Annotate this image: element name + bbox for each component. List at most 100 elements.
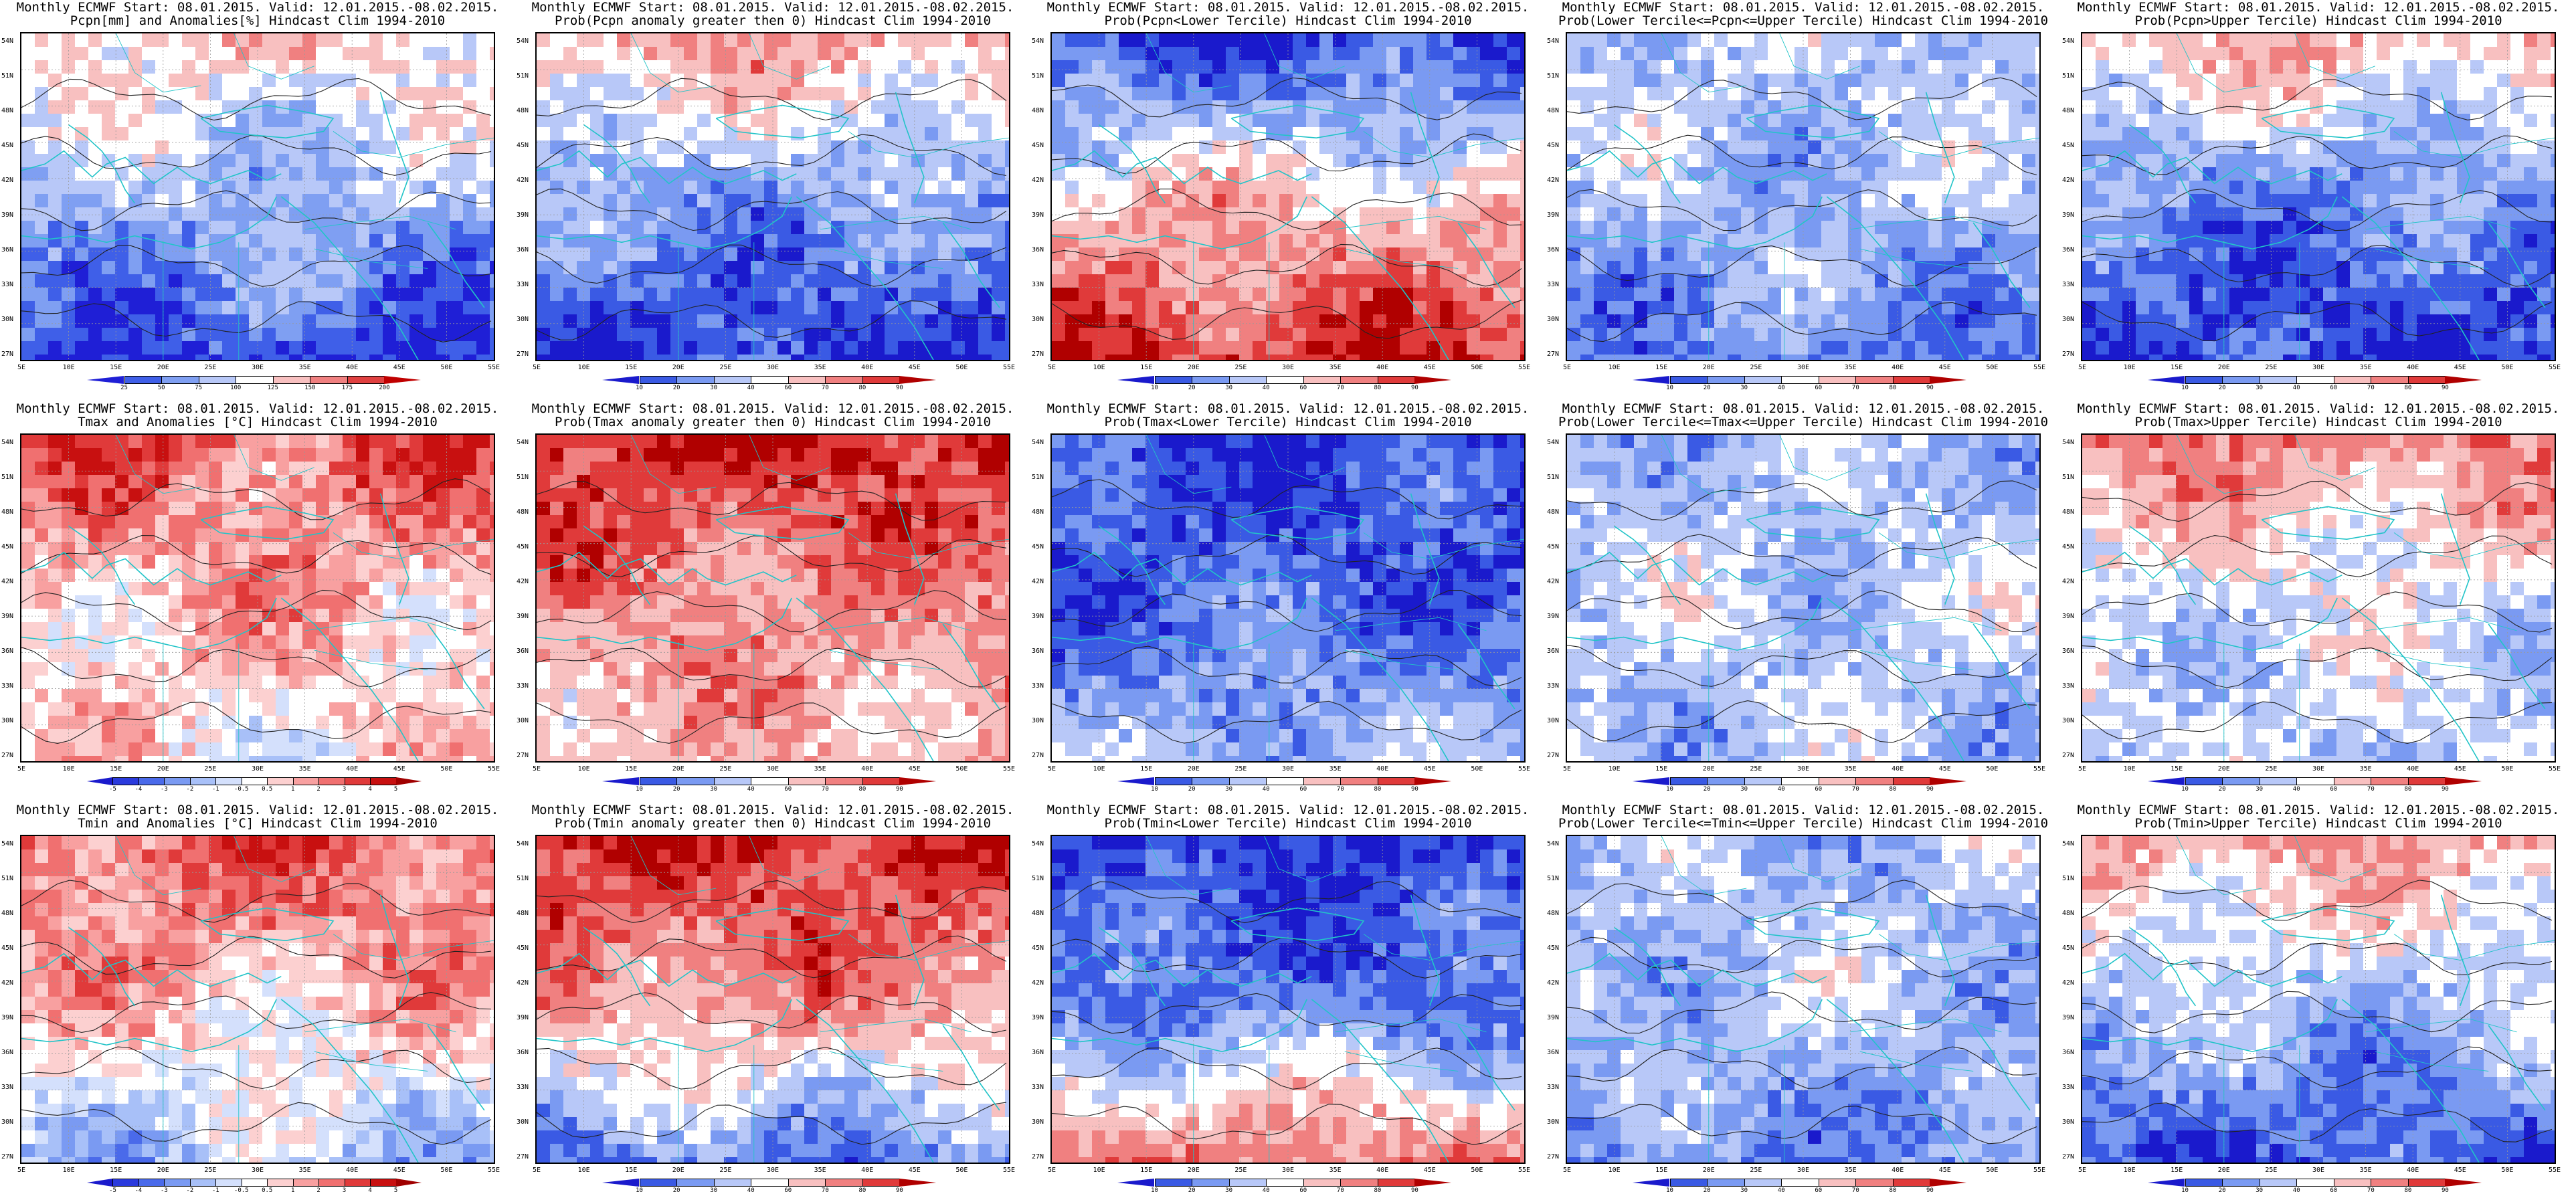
field-cell	[978, 314, 992, 328]
field-cell	[657, 274, 671, 288]
field-cell	[697, 140, 711, 155]
field-cell	[1928, 60, 1942, 74]
field-cell	[537, 247, 551, 262]
field-cell	[2216, 221, 2230, 235]
field-cell	[2444, 261, 2458, 275]
field-cell	[2082, 341, 2096, 355]
field-cell	[316, 207, 330, 221]
field-cell	[1968, 114, 1983, 128]
colorbar-swatch	[862, 376, 901, 384]
field-cell	[490, 127, 494, 141]
field-cell	[1306, 154, 1320, 168]
field-cell	[1319, 33, 1333, 47]
field-cell	[925, 221, 939, 235]
field-cell	[2243, 154, 2257, 168]
field-cell	[1413, 261, 1427, 275]
field-cell	[115, 154, 129, 168]
field-cell	[316, 234, 330, 248]
field-cell	[1955, 47, 1969, 61]
panel-title: Prob(Pcpn<Lower Tercile) Hindcast Clim 1…	[1104, 13, 1472, 28]
field-cell	[302, 33, 316, 47]
field-cell	[2323, 261, 2337, 275]
field-cell	[2497, 247, 2511, 262]
field-cell	[1741, 221, 1755, 235]
field-cell	[2035, 314, 2039, 328]
field-cell	[423, 448, 437, 462]
field-cell	[965, 74, 979, 88]
field-cell	[1467, 328, 1481, 342]
field-cell	[75, 47, 89, 61]
latitude-label: 42N	[1, 177, 14, 184]
field-cell	[2537, 288, 2551, 302]
field-cell	[1795, 74, 1809, 88]
field-cell	[2363, 47, 2377, 61]
field-cell	[1360, 114, 1374, 128]
field-cell	[670, 167, 684, 181]
field-cell	[1079, 140, 1093, 155]
field-cell	[1119, 221, 1133, 235]
field-cell	[1507, 127, 1521, 141]
field-cell	[1212, 33, 1226, 47]
contour-line	[21, 190, 492, 231]
field-cell	[911, 261, 925, 275]
field-cell	[1968, 47, 1983, 61]
field-cell	[858, 314, 872, 328]
field-cell	[1520, 181, 1524, 195]
field-cell	[831, 33, 845, 47]
field-cell	[35, 100, 49, 114]
field-cell	[563, 355, 577, 360]
field-cell	[1781, 328, 1795, 342]
field-cell	[2484, 207, 2498, 221]
field-cell	[2283, 87, 2297, 101]
field-cell	[2296, 234, 2310, 248]
field-cell	[450, 74, 464, 88]
colorbar-swatch	[272, 376, 311, 384]
field-cell	[1567, 87, 1581, 101]
field-cell	[423, 127, 437, 141]
field-cell	[1172, 87, 1186, 101]
field-cell	[1159, 114, 1173, 128]
field-cell	[2009, 207, 2023, 221]
field-cell	[617, 288, 631, 302]
field-cell	[1226, 274, 1240, 288]
field-cell	[764, 314, 778, 328]
field-cell	[1373, 234, 1387, 248]
field-cell	[490, 87, 494, 101]
field-cell	[102, 301, 116, 315]
field-cell	[195, 154, 209, 168]
field-cell	[102, 194, 116, 208]
field-cell	[1915, 355, 1929, 360]
field-cell	[978, 261, 992, 275]
field-cell	[1105, 274, 1119, 288]
field-cell	[898, 301, 912, 315]
field-cell	[1928, 87, 1942, 101]
field-cell	[2163, 314, 2177, 328]
field-cell	[128, 247, 143, 262]
field-cell	[2551, 114, 2555, 128]
coastline	[21, 150, 282, 185]
field-cell	[1360, 261, 1374, 275]
field-cell	[343, 207, 357, 221]
field-cell	[1594, 167, 1608, 181]
field-cell	[2203, 167, 2217, 181]
colorbar	[602, 376, 937, 385]
field-cell	[2470, 207, 2484, 221]
field-cell	[818, 247, 832, 262]
field-cell	[2470, 33, 2484, 47]
field-cell	[2216, 33, 2230, 47]
field-cell	[1453, 154, 1467, 168]
field-cell	[2283, 261, 2297, 275]
field-cell	[2109, 207, 2123, 221]
field-cell	[1333, 60, 1347, 74]
field-cell	[1647, 114, 1661, 128]
field-cell	[644, 87, 658, 101]
field-cell	[1848, 47, 1862, 61]
field-cell	[423, 33, 437, 47]
field-cell	[1186, 261, 1200, 275]
field-cell	[1065, 301, 1079, 315]
field-cell	[2336, 274, 2351, 288]
longitude-label: 35E	[298, 364, 311, 371]
field-cell	[617, 314, 631, 328]
field-cell	[102, 74, 116, 88]
field-cell	[737, 221, 751, 235]
